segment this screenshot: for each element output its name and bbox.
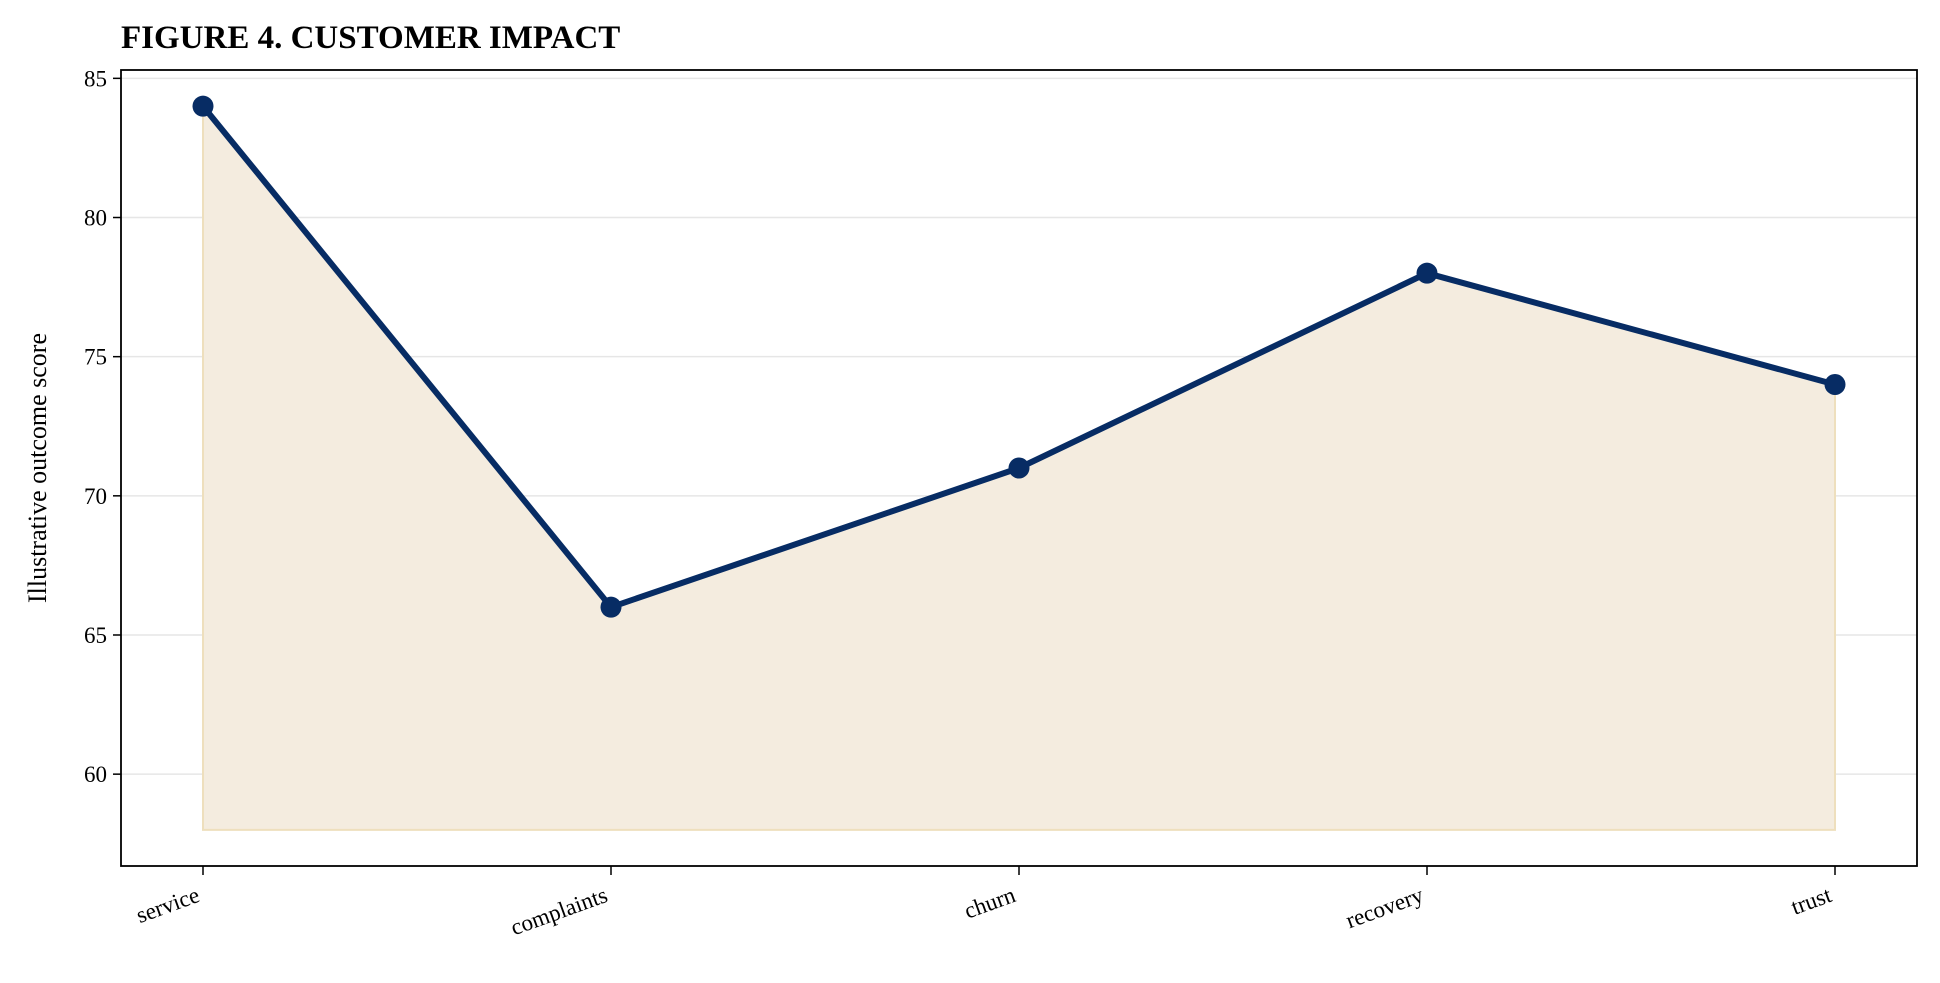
data-point-complaints	[600, 596, 622, 618]
data-point-recovery	[1416, 262, 1438, 284]
y-tick-label: 70	[84, 484, 107, 509]
chart-title: FIGURE 4. CUSTOMER IMPACT	[121, 20, 620, 56]
y-tick-label: 65	[84, 623, 107, 648]
series	[192, 95, 1846, 618]
y-tick-label: 60	[84, 762, 107, 787]
x-axis: service complaints churn recovery trust	[133, 866, 1836, 940]
x-tick-label: service	[133, 882, 203, 928]
y-axis-label: Illustrative outcome score	[23, 333, 52, 603]
x-tick-label: complaints	[507, 882, 610, 940]
data-point-churn	[1008, 457, 1030, 479]
y-tick-label: 80	[84, 206, 107, 231]
x-tick-label: trust	[1788, 882, 1836, 920]
x-tick-label: recovery	[1343, 882, 1428, 933]
x-tick-label: churn	[961, 882, 1019, 924]
data-point-trust	[1824, 374, 1846, 396]
y-tick-label: 85	[84, 66, 107, 91]
y-tick-label: 75	[84, 345, 107, 370]
data-point-service	[192, 95, 214, 117]
y-axis: 60 65 70 75 80 85	[84, 66, 121, 787]
